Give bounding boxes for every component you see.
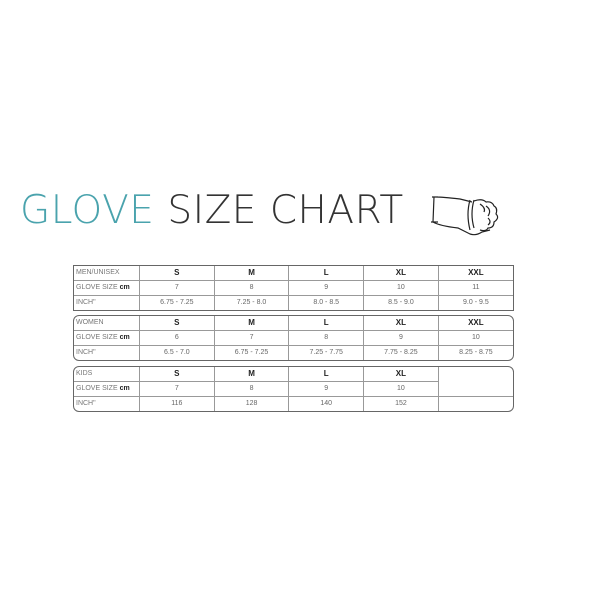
kids-table: KIDS S M L XL GLOVE SIZE cm 7 8 9 10 INCH" 116 128… xyxy=(73,366,514,412)
cm-cell: 9 xyxy=(288,280,365,296)
size-cell: S xyxy=(139,367,215,382)
size-cell: S xyxy=(139,266,215,281)
row-label: INCH" xyxy=(74,295,140,310)
inch-cell: 7.25 - 8.0 xyxy=(213,295,290,310)
inch-cell: 6.75 - 7.25 xyxy=(213,345,290,360)
size-cell: M xyxy=(213,316,290,331)
inch-cell: 8.0 - 8.5 xyxy=(288,295,365,310)
glove-size-label: GLOVE SIZE xyxy=(76,334,118,341)
row-label: INCH" xyxy=(74,345,140,360)
size-cell: XXL xyxy=(437,266,513,281)
table-row: INCH" 116 128 140 152 xyxy=(74,396,513,411)
size-cell: XXL xyxy=(437,316,513,331)
cm-cell: 6 xyxy=(139,330,215,346)
inch-cell: 152 xyxy=(363,396,439,411)
row-label: GLOVE SIZE cm xyxy=(74,330,140,346)
inch-cell: 6.75 - 7.25 xyxy=(139,295,215,310)
table-row: MEN/UNISEX S M L XL XXL xyxy=(74,266,513,281)
row-label: KIDS xyxy=(74,367,140,382)
inch-cell: 8.5 - 9.0 xyxy=(363,295,439,310)
table-row: INCH" 6.5 - 7.0 6.75 - 7.25 7.25 - 7.75 7.75… xyxy=(74,345,513,360)
glove-size-label: GLOVE SIZE xyxy=(76,385,118,392)
women-table: WOMEN S M L XL XXL GLOVE SIZE cm 6 7 8 9 10 INCH" 6… xyxy=(73,315,514,361)
row-label: MEN/UNISEX xyxy=(74,266,140,281)
unit-label: cm xyxy=(119,385,130,392)
table-row: GLOVE SIZE cm 6 7 8 9 10 xyxy=(74,330,513,346)
cm-cell: 7 xyxy=(139,381,215,397)
title-accent: GLOVE xyxy=(20,188,155,233)
page-title: GLOVE SIZE CHART xyxy=(20,188,404,233)
cm-cell xyxy=(437,381,513,397)
glove-size-label: GLOVE SIZE xyxy=(76,284,118,291)
row-label: INCH" xyxy=(74,396,140,411)
cm-cell: 8 xyxy=(213,280,290,296)
inch-cell: 128 xyxy=(213,396,290,411)
cm-cell: 11 xyxy=(437,280,513,296)
size-cell xyxy=(437,367,513,382)
size-cell: M xyxy=(213,266,290,281)
size-cell: XL xyxy=(363,316,439,331)
size-cell: L xyxy=(288,266,365,281)
row-label: WOMEN xyxy=(74,316,140,331)
size-cell: M xyxy=(213,367,290,382)
cm-cell: 9 xyxy=(363,330,439,346)
table-row: INCH" 6.75 - 7.25 7.25 - 8.0 8.0 - 8.5 8.5 -… xyxy=(74,295,513,310)
hand-measure-icon xyxy=(431,196,499,236)
size-cell: XL xyxy=(363,266,439,281)
inch-cell: 9.0 - 9.5 xyxy=(437,295,513,310)
inch-cell xyxy=(437,396,513,411)
cm-cell: 10 xyxy=(363,381,439,397)
row-label: GLOVE SIZE cm xyxy=(74,280,140,296)
size-cell: L xyxy=(288,367,365,382)
inch-cell: 6.5 - 7.0 xyxy=(139,345,215,360)
cm-cell: 8 xyxy=(213,381,290,397)
cm-cell: 9 xyxy=(288,381,365,397)
inch-cell: 7.25 - 7.75 xyxy=(288,345,365,360)
title-main: SIZE CHART xyxy=(167,188,404,233)
size-cell: L xyxy=(288,316,365,331)
row-label: GLOVE SIZE cm xyxy=(74,381,140,397)
table-row: WOMEN S M L XL XXL xyxy=(74,316,513,331)
inch-cell: 7.75 - 8.25 xyxy=(363,345,439,360)
unit-label: cm xyxy=(119,334,130,341)
cm-cell: 7 xyxy=(139,280,215,296)
cm-cell: 10 xyxy=(437,330,513,346)
men-unisex-table: MEN/UNISEX S M L XL XXL GLOVE SIZE cm 7 8 9 10 11 … xyxy=(73,265,514,311)
table-row: KIDS S M L XL xyxy=(74,367,513,382)
unit-label: cm xyxy=(119,284,130,291)
cm-cell: 10 xyxy=(363,280,439,296)
cm-cell: 8 xyxy=(288,330,365,346)
table-row: GLOVE SIZE cm 7 8 9 10 xyxy=(74,381,513,397)
inch-cell: 116 xyxy=(139,396,215,411)
size-cell: XL xyxy=(363,367,439,382)
inch-cell: 140 xyxy=(288,396,365,411)
size-cell: S xyxy=(139,316,215,331)
table-row: GLOVE SIZE cm 7 8 9 10 11 xyxy=(74,280,513,296)
inch-cell: 8.25 - 8.75 xyxy=(437,345,513,360)
cm-cell: 7 xyxy=(213,330,290,346)
